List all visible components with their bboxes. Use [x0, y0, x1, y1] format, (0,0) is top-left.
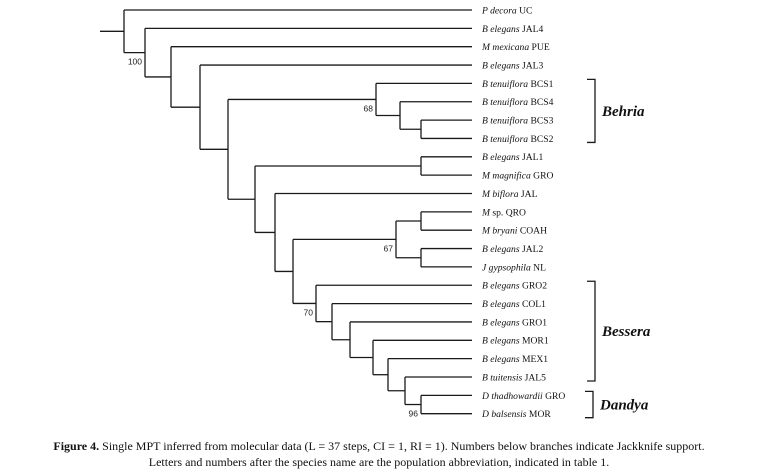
support-value: 67: [384, 243, 394, 253]
support-value: 68: [364, 103, 374, 113]
taxon-label: B elegans COL1: [482, 299, 546, 310]
taxon-label: B tenuiflora BCS3: [482, 116, 554, 127]
support-value: 70: [304, 307, 314, 317]
taxon-label: B elegans GRO2: [482, 281, 547, 292]
taxon-label: B elegans GRO1: [482, 317, 547, 328]
phylogenetic-tree: P decora UC B elegans JAL4 M mexicana PUE B…: [100, 5, 651, 420]
figure-caption: Figure 4. Single MPT inferred from molec…: [0, 438, 758, 470]
clade-label: Behria: [601, 104, 645, 120]
support-value: 100: [128, 57, 142, 67]
taxon-label: P decora UC: [481, 5, 532, 16]
taxon-label: B tenuiflora BCS1: [482, 79, 554, 90]
clade-bracket: [587, 280, 596, 382]
taxon-label: B elegans JAL3: [482, 60, 543, 71]
taxon-label: B elegans JAL2: [482, 244, 543, 255]
taxon-labels: P decora UC B elegans JAL4 M mexicana PUE B…: [481, 5, 565, 420]
taxon-label: D balsensis MOR: [481, 409, 551, 420]
support-values: 100 68 67 70 96: [128, 57, 418, 419]
taxon-label: M bryani COAH: [481, 226, 547, 237]
taxon-label: B elegans JAL1: [482, 152, 543, 163]
clade-bracket: [585, 390, 594, 419]
taxon-label: M mexicana PUE: [481, 42, 550, 53]
taxon-label: M biflora JAL: [481, 189, 538, 200]
taxon-label: B elegans MOR1: [482, 336, 549, 347]
tree-branches: [100, 9, 472, 415]
clade-brackets: Behria Bessera Dandya: [585, 78, 651, 419]
support-value: 96: [409, 409, 419, 419]
taxon-label: B elegans JAL4: [482, 24, 543, 35]
taxon-label: B tenuiflora BCS4: [482, 97, 554, 108]
clade-bracket: [587, 78, 596, 144]
clade-label: Bessera: [601, 324, 651, 340]
taxon-label: J gypsophila NL: [482, 262, 546, 273]
taxon-label: D thadhowardii GRO: [481, 391, 565, 402]
taxon-label: M sp. QRO: [481, 207, 526, 218]
caption-text-1: Single MPT inferred from molecular data …: [102, 439, 705, 453]
caption-line-2: Letters and numbers after the species na…: [148, 455, 610, 469]
taxon-label: B tenuiflora BCS2: [482, 134, 554, 145]
taxon-label: B tuitensis JAL5: [482, 372, 546, 383]
caption-line-1: Figure 4. Single MPT inferred from molec…: [0, 438, 758, 454]
taxon-label: M magnifica GRO: [481, 171, 553, 182]
clade-label: Dandya: [599, 398, 649, 414]
taxon-label: B elegans MEX1: [482, 354, 548, 365]
caption-figure-label: Figure 4.: [53, 439, 100, 453]
